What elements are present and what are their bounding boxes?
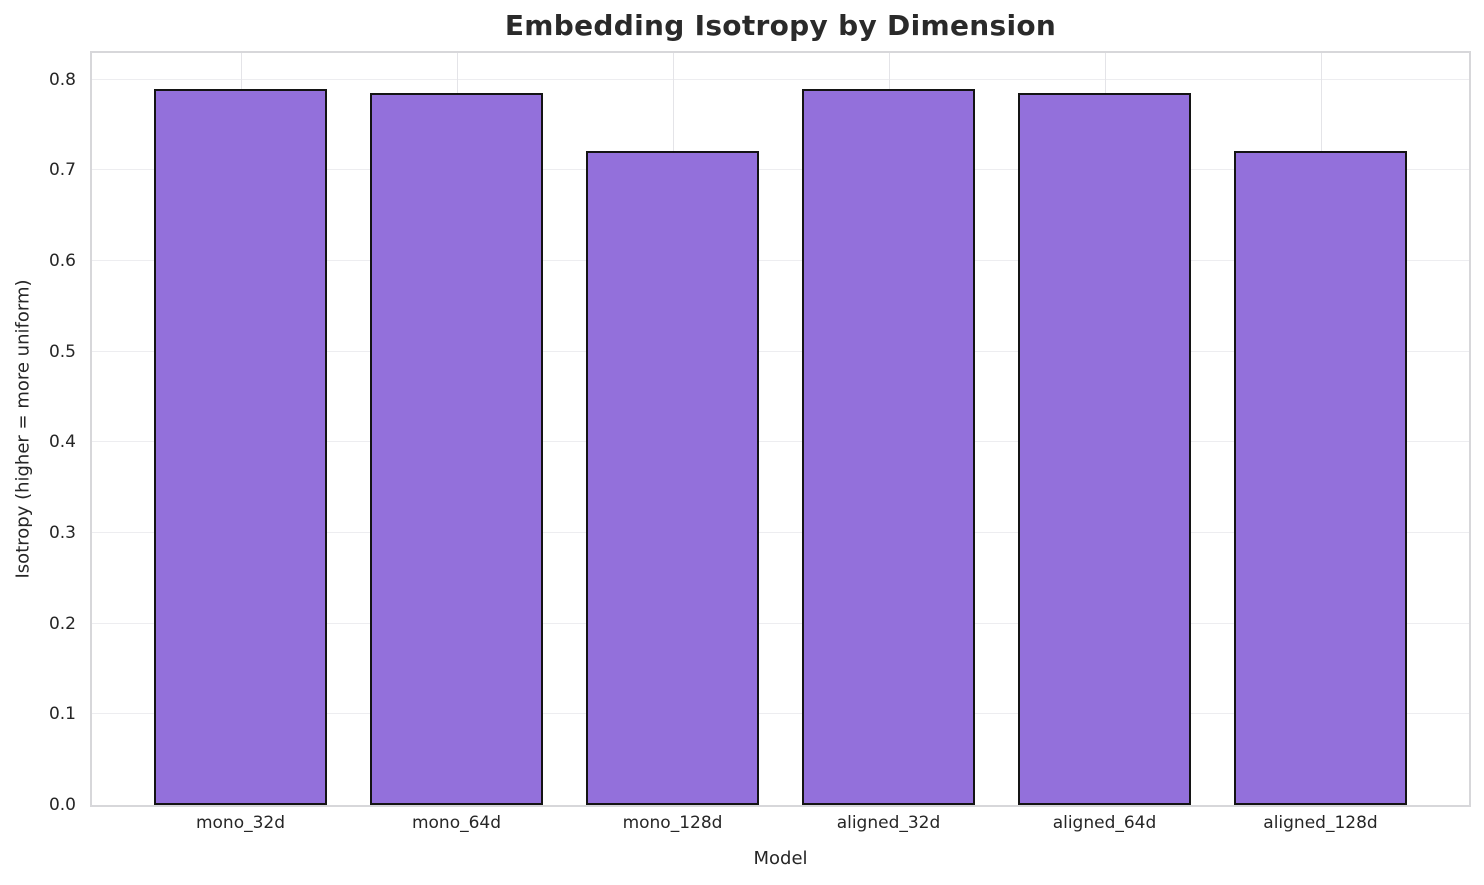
- y-tick-label: 0.3: [48, 523, 76, 544]
- x-tick-label: mono_128d: [622, 813, 723, 833]
- bar-mono_128d: [586, 151, 759, 805]
- horizontal-gridline: [92, 260, 1469, 262]
- x-tick-label: mono_32d: [195, 813, 286, 833]
- chart-title: Embedding Isotropy by Dimension: [504, 9, 1057, 42]
- x-tick-label: aligned_64d: [1052, 813, 1157, 833]
- y-tick-label: 0.1: [48, 704, 76, 725]
- horizontal-gridline: [92, 713, 1469, 715]
- bar-mono_32d: [154, 88, 327, 805]
- y-tick-label: 0.5: [48, 341, 76, 362]
- y-tick-label: 0.2: [48, 613, 76, 634]
- y-tick-label: 0.8: [48, 69, 76, 90]
- x-tick-label: aligned_32d: [836, 813, 941, 833]
- x-axis-label: Model: [753, 848, 808, 869]
- horizontal-gridline: [92, 169, 1469, 171]
- horizontal-gridline: [92, 350, 1469, 352]
- bar-aligned_128d: [1234, 151, 1407, 805]
- y-tick-label: 0.0: [48, 795, 76, 815]
- plot-area: [90, 51, 1471, 807]
- y-tick-label: 0.4: [48, 432, 76, 453]
- x-tick-label: aligned_128d: [1263, 813, 1378, 833]
- y-tick-label: 0.7: [48, 160, 76, 181]
- bar-aligned_32d: [802, 88, 975, 805]
- horizontal-gridline: [92, 441, 1469, 443]
- horizontal-gridline: [92, 78, 1469, 80]
- bar-mono_64d: [370, 93, 543, 805]
- y-tick-label: 0.6: [48, 251, 76, 272]
- bar-aligned_64d: [1018, 93, 1191, 805]
- horizontal-gridline: [92, 532, 1469, 534]
- x-tick-label: mono_64d: [411, 813, 502, 833]
- horizontal-gridline: [92, 622, 1469, 624]
